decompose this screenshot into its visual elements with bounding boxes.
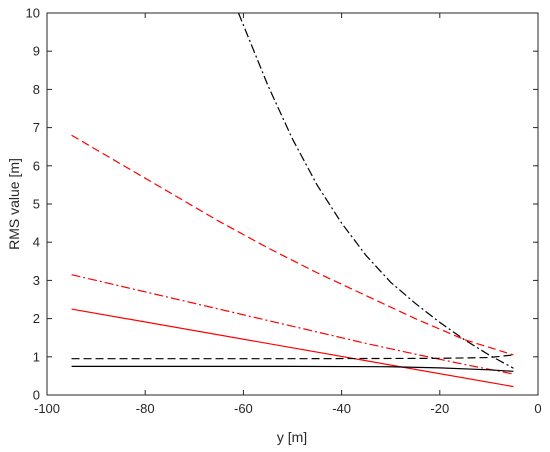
y-tick-label: 5 <box>33 197 40 212</box>
series-line-3 <box>71 274 514 375</box>
series-line-4 <box>71 308 514 388</box>
y-tick-label: 8 <box>33 82 40 97</box>
x-tick-label: 0 <box>534 401 541 416</box>
x-tick-label: -60 <box>234 401 253 416</box>
y-tick-label: 0 <box>33 388 40 403</box>
series-line-2 <box>71 134 514 356</box>
x-tick-label: -100 <box>34 401 60 416</box>
y-tick-label: 4 <box>33 235 40 250</box>
y-axis-label: RMS value [m] <box>6 158 22 250</box>
x-tick-label: -40 <box>332 401 351 416</box>
y-tick-label: 1 <box>33 349 40 364</box>
series-line-6 <box>71 365 514 372</box>
y-tick-label: 3 <box>33 273 40 288</box>
y-tick-label: 6 <box>33 158 40 173</box>
y-tick-label: 9 <box>33 44 40 59</box>
y-tick-label: 10 <box>26 6 40 21</box>
series-line-1 <box>237 13 514 369</box>
plot-area <box>46 12 539 396</box>
x-tick-label: -20 <box>430 401 449 416</box>
x-axis-label: y [m] <box>277 429 307 445</box>
y-tick-label: 2 <box>33 311 40 326</box>
x-tick-label: -80 <box>136 401 155 416</box>
series-line-5 <box>71 354 514 360</box>
y-tick-label: 7 <box>33 120 40 135</box>
